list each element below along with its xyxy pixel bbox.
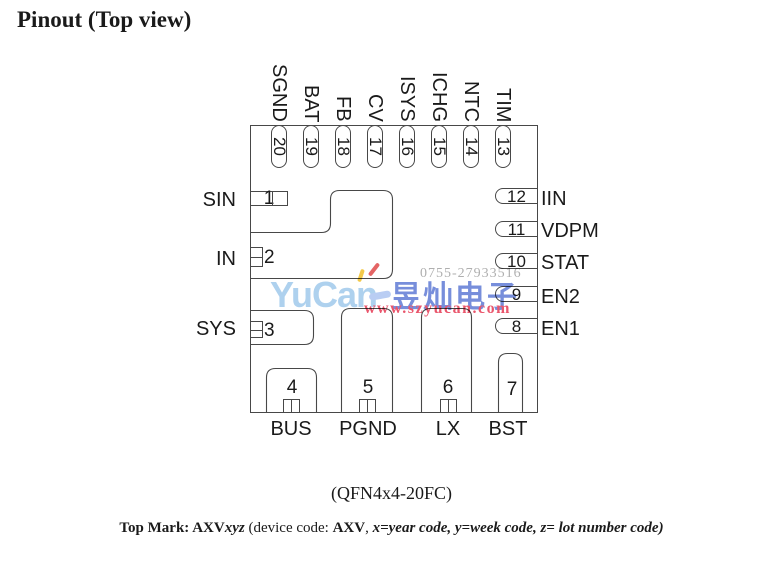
pin-2-label: IN: [216, 248, 236, 270]
pin-6-label: LX: [435, 418, 461, 440]
pin-5-pad: [359, 399, 376, 413]
pin-18-number: 18: [334, 137, 353, 156]
pin-4-pad: [283, 399, 300, 413]
pin-8-pad: 8: [495, 316, 538, 336]
top-mark-segment: xyz: [224, 520, 245, 536]
pin-16-number: 16: [398, 137, 417, 156]
pin-10-number: 10: [507, 251, 526, 271]
pin-20-pad: 20: [270, 125, 289, 168]
pin-4-number: 4: [286, 377, 298, 398]
pin-3-number: 3: [264, 320, 275, 341]
package-label: (QFN4x4-20FC): [330, 483, 452, 503]
pin-5-number: 5: [362, 377, 374, 398]
pin-10-label: STAT: [541, 252, 590, 274]
pin-5-label: PGND: [339, 418, 397, 440]
pin-3-label: SYS: [195, 318, 236, 340]
pin-18-label: FB: [332, 96, 354, 122]
chip-body: [250, 125, 538, 413]
pin-6-pad: [440, 399, 457, 413]
page-title: Pinout (Top view): [17, 7, 192, 32]
pin-19-label: BAT: [300, 84, 322, 122]
pin-13-number: 13: [494, 137, 513, 156]
pin-4-label: BUS: [270, 418, 312, 440]
pin-7-number: 7: [506, 379, 518, 400]
pin-11-label: VDPM: [541, 220, 599, 242]
pin-12-pad: 12: [495, 186, 538, 206]
pin-18-pad: 18: [334, 125, 353, 168]
pin-9-pad: 9: [495, 284, 538, 304]
pin-9-number: 9: [511, 284, 522, 304]
top-mark-segment: x=year code, y=week code, z= lot number …: [372, 520, 664, 536]
pin-20-label: SGND: [268, 64, 290, 122]
top-mark-note: Top Mark: AXVxyz (device code: AXV, x=ye…: [0, 520, 783, 537]
pin-8-label: EN1: [541, 318, 580, 340]
pin-1-number: 1: [263, 188, 275, 209]
pin-11-number: 11: [507, 219, 526, 239]
pin-15-pad: 15: [430, 125, 449, 168]
pin-19-number: 19: [302, 137, 321, 156]
region-in-lshape: [250, 189, 394, 280]
pin-2-number: 2: [264, 247, 275, 268]
pin-9-label: EN2: [541, 286, 580, 308]
pin-17-pad: 17: [366, 125, 385, 168]
pin-14-number: 14: [462, 137, 481, 156]
top-mark-segment: AXV: [332, 520, 366, 536]
pin-12-label: IIN: [541, 188, 567, 210]
pin-15-number: 15: [430, 137, 449, 156]
pin-16-label: ISYS: [396, 76, 418, 122]
pin-15-label: ICHG: [428, 72, 450, 122]
pin-7-label: BST: [488, 418, 528, 440]
pin-11-pad: 11: [495, 219, 538, 239]
top-mark-segment: ,: [365, 520, 373, 536]
pin-10-pad: 10: [495, 251, 538, 271]
pin-13-label: TIM: [492, 87, 514, 122]
pin-3-pad: [250, 321, 263, 338]
pin-1-pad: 1: [250, 188, 288, 209]
pin-16-pad: 16: [398, 125, 417, 168]
top-mark-segment: (device code:: [244, 520, 333, 536]
pin-17-label: CV: [364, 94, 386, 122]
pin-6-number: 6: [442, 377, 454, 398]
top-mark-segment: Top Mark: AXV: [119, 520, 225, 536]
region-bst: [497, 352, 524, 412]
pin-8-number: 8: [511, 316, 522, 336]
pin-14-pad: 14: [462, 125, 481, 168]
pin-1-label: SIN: [202, 189, 236, 211]
region-bus: [265, 367, 318, 412]
pin-19-pad: 19: [302, 125, 321, 168]
region-sys: [250, 309, 315, 346]
pin-20-number: 20: [270, 137, 289, 156]
pin-12-number: 12: [507, 186, 526, 206]
pin-14-label: NTC: [460, 80, 482, 122]
region-pgnd: [340, 307, 394, 412]
pin-13-pad: 13: [494, 125, 513, 168]
region-lx: [420, 307, 473, 412]
pin-2-pad: [250, 247, 263, 267]
pin-17-number: 17: [366, 137, 385, 156]
